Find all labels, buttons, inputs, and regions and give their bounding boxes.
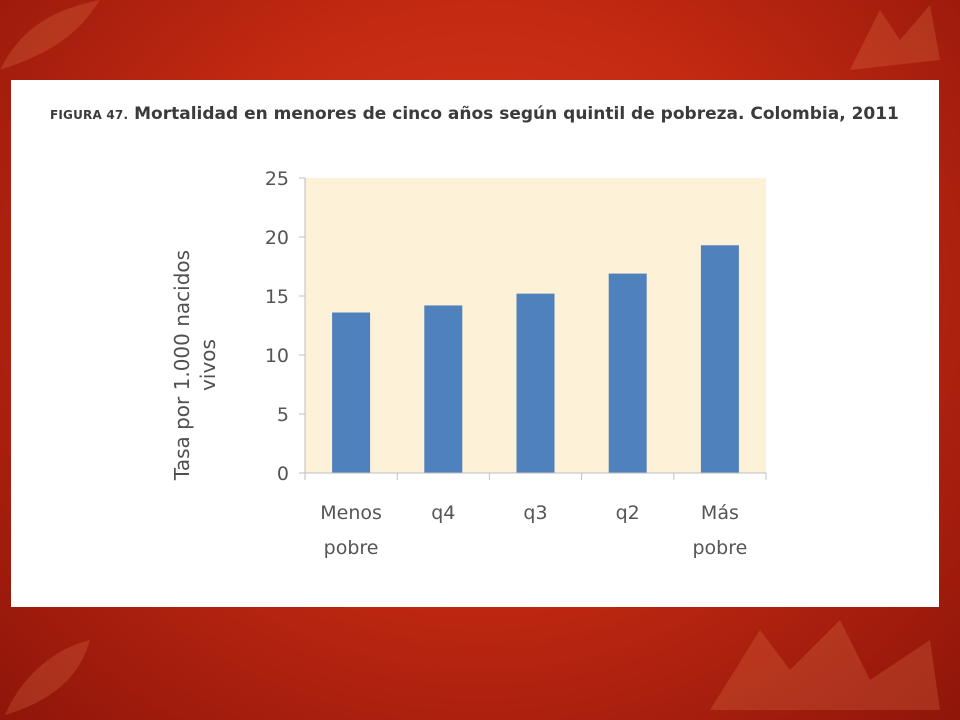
leaf-decoration-icon [850, 5, 940, 70]
bar-chart: Tasa por 1.000 nacidos vivos 0 5 10 15 20 25 M… [170, 168, 767, 559]
x-category-label-line: Más [701, 502, 739, 524]
x-category-label: q4 [431, 502, 455, 524]
x-axis-categories: Menos pobre q4 q3 q2 Más pobre [320, 502, 747, 559]
y-tick-label: 10 [265, 345, 289, 367]
x-category-label-line: pobre [324, 537, 379, 559]
figure-title-text: Mortalidad en menores de cinco años segú… [134, 104, 899, 124]
y-tick-label: 20 [265, 227, 289, 249]
x-category-label-line: q3 [523, 502, 547, 524]
y-axis-title: Tasa por 1.000 nacidos vivos [170, 250, 220, 481]
x-category-label-line: q2 [616, 502, 640, 524]
leaf-decoration-icon [5, 640, 90, 715]
leaf-decoration-icon [0, 0, 100, 70]
x-category-label: q3 [523, 502, 547, 524]
bar [700, 245, 739, 473]
y-tick-label: 25 [265, 168, 289, 190]
y-tick-label: 0 [277, 463, 289, 485]
y-axis-title-line: Tasa por 1.000 nacidos [170, 250, 194, 481]
figure-panel: FIGURA 47. Mortalidad en menores de cinc… [11, 80, 939, 607]
figure-number: FIGURA 47. [50, 108, 129, 122]
bars [332, 245, 739, 473]
x-category-label-line: pobre [692, 537, 747, 559]
y-axis-label: Tasa por 1.000 nacidos vivos [170, 250, 220, 481]
x-category-label-line: q4 [431, 502, 455, 524]
bar [608, 273, 647, 473]
y-axis-title-line: vivos [196, 339, 220, 391]
bar [516, 293, 555, 473]
x-axis [304, 472, 767, 480]
leaf-decoration-icon [710, 620, 940, 710]
figure-title: FIGURA 47. Mortalidad en menores de cinc… [50, 104, 899, 124]
x-category-label: q2 [616, 502, 640, 524]
x-category-label-line: Menos [320, 502, 382, 524]
bar [332, 312, 371, 473]
bar [424, 305, 463, 473]
x-category-label: Menos pobre [320, 502, 382, 559]
y-tick-label: 5 [277, 404, 289, 426]
x-category-label: Más pobre [692, 502, 747, 559]
y-axis-ticks: 0 5 10 15 20 25 [265, 168, 306, 485]
y-tick-label: 15 [265, 286, 289, 308]
